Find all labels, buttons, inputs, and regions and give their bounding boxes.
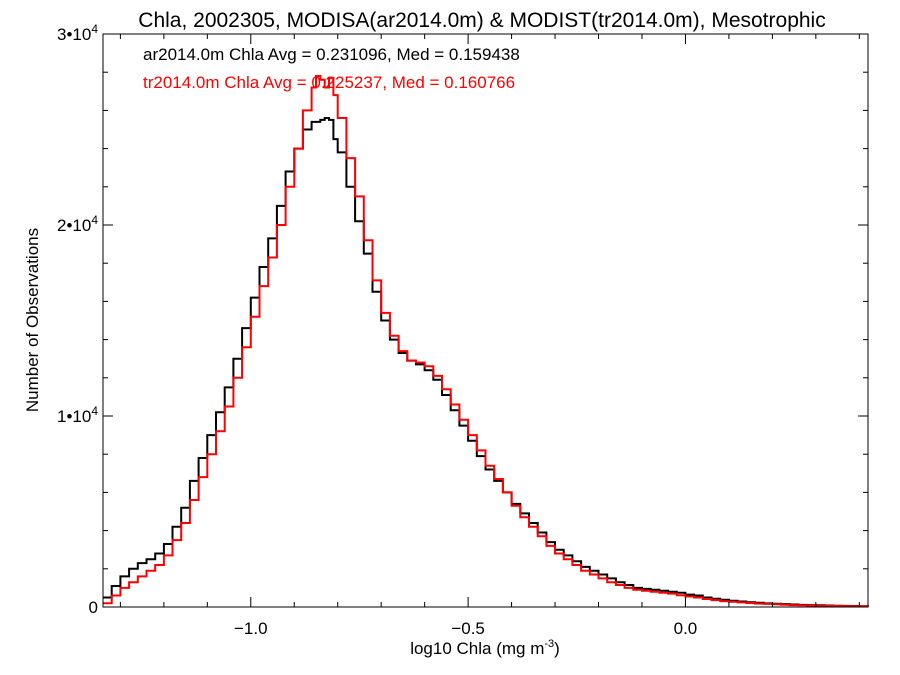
axis-ticks: [103, 33, 868, 608]
series-line-1: [103, 75, 869, 608]
x-axis-label: log10 Chla (mg m-3): [410, 638, 560, 658]
x-tick-label: −0.5: [451, 619, 485, 638]
annotations: ar2014.0m Chla Avg = 0.231096, Med = 0.1…: [143, 45, 520, 92]
series-layer: [103, 75, 869, 608]
y-tick-label: 3•104: [57, 22, 98, 44]
x-tick-label: −1.0: [234, 619, 268, 638]
stats-annotation-0: ar2014.0m Chla Avg = 0.231096, Med = 0.1…: [143, 45, 520, 64]
y-tick-label: 1•104: [57, 404, 98, 426]
y-tick-labels: 0 1•104 2•104 3•104: [57, 22, 98, 617]
chart-title: Chla, 2002305, MODISA(ar2014.0m) & MODIS…: [138, 9, 825, 32]
plot-frame: [102, 33, 869, 608]
x-tick-label: 0.0: [674, 619, 698, 638]
y-axis-label: Number of Observations: [23, 228, 42, 412]
y-tick-label: 2•104: [57, 213, 98, 235]
y-tick-label: 0: [89, 598, 98, 617]
x-tick-labels: −1.0 −0.5 0.0: [234, 619, 697, 638]
series-line-0: [103, 117, 869, 608]
